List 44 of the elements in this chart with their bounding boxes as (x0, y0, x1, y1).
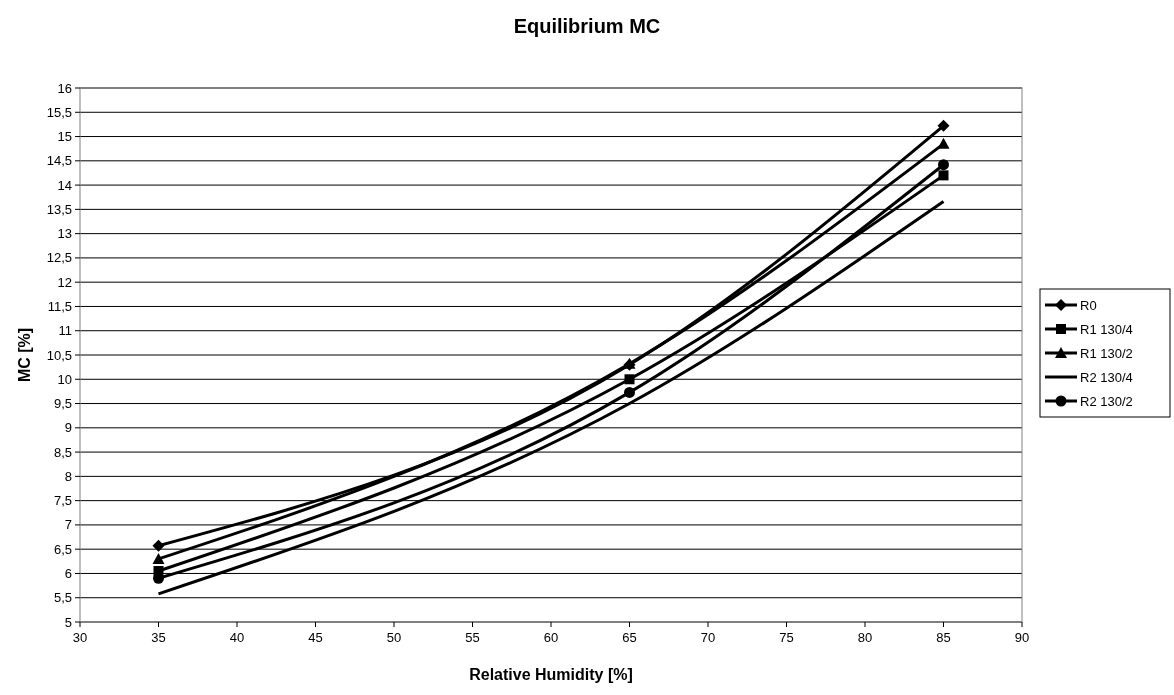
y-tick-label: 15 (57, 129, 72, 145)
y-tick-label: 10 (57, 371, 72, 387)
y-tick-label: 11,5 (47, 299, 72, 314)
y-tick-label: 8 (64, 468, 72, 484)
x-tick-label: 75 (779, 630, 794, 645)
legend-label: R1 130/2 (1080, 345, 1133, 361)
chart-title: Equilibrium MC (513, 15, 661, 37)
y-tick-label: 7,5 (53, 493, 72, 509)
x-tick-label: 70 (700, 630, 716, 645)
y-tick-label: 14,5 (46, 153, 72, 169)
y-tick-label: 16 (57, 80, 72, 96)
y-tick-label: 10,5 (46, 347, 72, 363)
y-tick-label: 12 (57, 274, 72, 290)
y-tick-label: 5,5 (53, 590, 72, 606)
y-tick-label: 13,5 (46, 201, 72, 217)
y-tick-label: 5 (64, 614, 72, 630)
y-tick-label: 15,5 (46, 104, 72, 120)
x-tick-label: 45 (308, 630, 323, 645)
x-axis-title: Relative Humidity [%] (469, 666, 633, 683)
x-tick-label: 65 (622, 630, 637, 645)
x-tick-label: 30 (72, 630, 88, 645)
x-tick-label: 60 (543, 630, 559, 645)
y-tick-label: 11 (58, 323, 72, 339)
x-tick-label: 50 (386, 630, 402, 645)
legend-label: R0 (1080, 297, 1097, 313)
y-tick-label: 7 (64, 517, 72, 533)
y-tick-label: 8,5 (53, 444, 72, 460)
x-tick-label: 80 (857, 630, 873, 645)
y-tick-label: 9 (64, 420, 72, 436)
y-tick-label: 14 (57, 177, 72, 193)
legend-label: R1 130/4 (1080, 321, 1133, 337)
y-tick-label: 9,5 (53, 396, 72, 412)
x-tick-label: 35 (151, 630, 166, 645)
x-tick-label: 55 (465, 630, 480, 645)
x-tick-label: 40 (229, 630, 245, 645)
y-tick-label: 6,5 (53, 541, 72, 557)
x-tick-label: 90 (1014, 630, 1030, 645)
x-tick-label: 85 (936, 630, 951, 645)
y-tick-label: 13 (57, 226, 72, 242)
y-tick-label: 6 (64, 566, 72, 581)
legend-label: R2 130/4 (1080, 369, 1133, 385)
y-tick-label: 12,5 (46, 250, 72, 266)
y-axis-title: MC [%] (16, 327, 33, 383)
legend-label: R2 130/2 (1080, 393, 1133, 409)
